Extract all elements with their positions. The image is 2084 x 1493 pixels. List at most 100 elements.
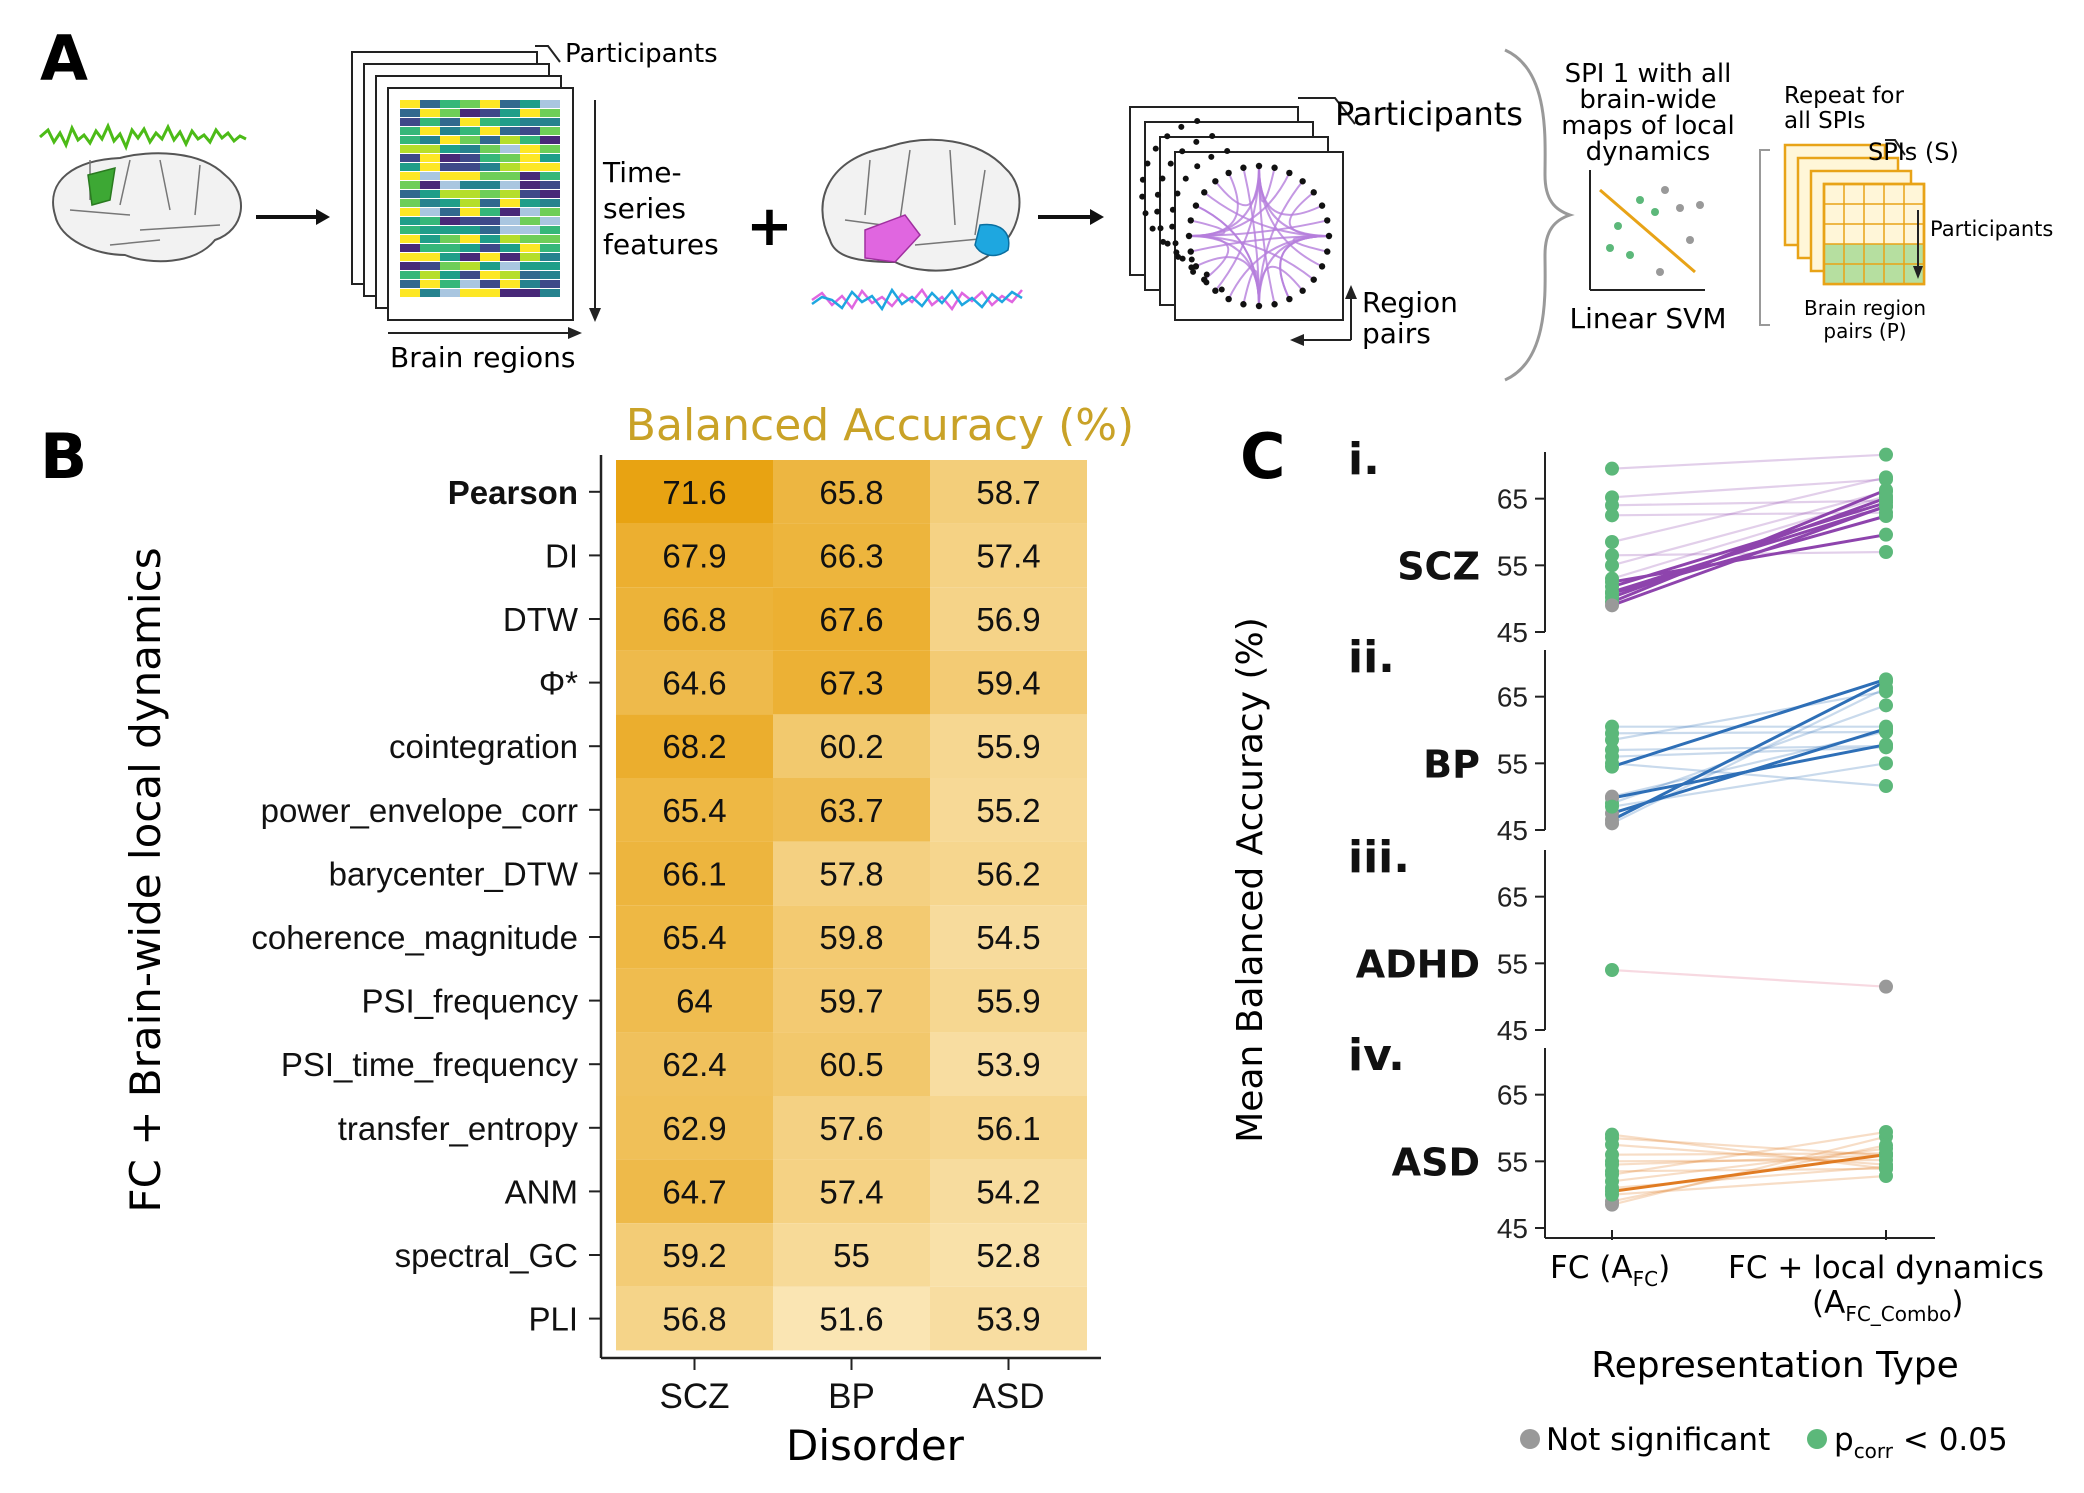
point-combo: [1879, 493, 1893, 508]
point-fc: [1605, 548, 1619, 563]
point-combo: [1879, 545, 1893, 559]
heatmap-cell-value: 67.9: [662, 537, 726, 574]
heatmap-cell-value: 60.5: [819, 1046, 883, 1083]
heatmap-cell: [930, 714, 1087, 778]
heatmap-row-label: PLI: [528, 1301, 578, 1338]
point-fc: [1605, 756, 1619, 771]
heatmap-cell-value: 67.6: [819, 601, 883, 638]
svm-label: Linear SVM: [1569, 302, 1726, 335]
y-tick-label: 65: [1497, 484, 1528, 515]
y-tick-label: 55: [1497, 748, 1528, 779]
heatmap-cell: [773, 587, 930, 651]
stack1-rows-label-3: features: [603, 228, 719, 261]
brain-icon-left: [39, 122, 247, 263]
heatmap-cell-value: 57.4: [976, 537, 1040, 574]
point-combo: [1879, 740, 1893, 755]
y-tick-label: 45: [1497, 815, 1528, 846]
heatmap-cell-value: 54.2: [976, 1173, 1040, 1210]
heatmap-cell-value: 57.4: [819, 1173, 883, 1210]
panel-c: C Mean Balanced Accuracy (%) i. SCZ 65 55 45…: [1230, 420, 2044, 1463]
heatmap-cell: [773, 968, 930, 1033]
point-fc: [1605, 789, 1619, 804]
heatmap-cell-value: 59.4: [976, 665, 1040, 702]
heatmap-cell: [616, 714, 773, 778]
heatmap-column-label: BP: [828, 1377, 875, 1416]
heatmap-cell-value: 67.3: [819, 665, 883, 702]
heatmap-cell: [773, 650, 930, 715]
heatmap-cell-value: 52.8: [976, 1237, 1040, 1274]
heatmap-cell-value: 53.9: [976, 1046, 1040, 1083]
paired-line: [1611, 490, 1887, 567]
heatmap-ylabel: FC + Brain-wide local dynamics: [121, 547, 170, 1212]
point-fc: [1605, 558, 1619, 573]
point-combo: [1879, 756, 1893, 771]
heatmap-cell-value: 59.8: [819, 919, 883, 956]
subpanel-scz: i. SCZ 65 55 45: [1348, 434, 1893, 648]
heatmap-cell-value: 56.9: [976, 601, 1040, 638]
point-fc: [1605, 1127, 1619, 1142]
heatmap-row-label: power_envelope_corr: [261, 792, 578, 829]
point-fc: [1605, 816, 1619, 831]
y-tick-label: 55: [1497, 1146, 1528, 1177]
heatmap-cell-value: 65.8: [819, 474, 883, 511]
heatmap-cell: [773, 714, 930, 778]
subpanel-adhd: iii. ADHD 65 55 45: [1348, 832, 1893, 1046]
point-fc: [1605, 1164, 1619, 1179]
paired-line: [1611, 1153, 1887, 1193]
subpanel-numeral: iii.: [1348, 832, 1410, 883]
x-tick-combo-line1: FC + local dynamics: [1728, 1250, 2044, 1286]
subpanel-numeral: iv.: [1348, 1030, 1405, 1081]
heatmap-cell: [930, 905, 1087, 969]
subpanel-disorder-label: ASD: [1392, 1140, 1480, 1184]
point-fc: [1605, 719, 1619, 734]
paired-line: [1611, 743, 1887, 800]
paired-line: [1611, 1147, 1887, 1183]
point-fc: [1605, 490, 1619, 505]
point-combo: [1879, 447, 1893, 462]
heatmap-cell: [773, 1032, 930, 1096]
heatmap-cell: [616, 523, 773, 588]
heatmap-row-label: coherence_magnitude: [251, 919, 578, 956]
paired-line: [1611, 1135, 1887, 1206]
heatmap-cell-value: 66.3: [819, 537, 883, 574]
heatmap-cell: [616, 460, 773, 524]
paired-line: [1611, 1130, 1887, 1176]
lines-ylabel: Mean Balanced Accuracy (%): [1230, 617, 1271, 1143]
heatmap-cell: [616, 905, 773, 969]
point-fc: [1605, 799, 1619, 814]
region-pair-circle: [1139, 117, 1333, 310]
heatmap-cell-value: 59.7: [819, 983, 883, 1020]
heatmap-cell-value: 64: [676, 983, 713, 1020]
panel-b-letter: B: [40, 420, 87, 493]
brace: [1504, 48, 1575, 382]
point-combo: [1879, 472, 1893, 487]
x-tick-combo-line2: (AFC_Combo): [1812, 1285, 1964, 1326]
paired-line: [1611, 744, 1887, 752]
stack2-pairs-label-1: Region: [1362, 286, 1458, 319]
heatmap-row-labels: Pearson DI DTW Φ* cointegration power_envelop…: [251, 474, 601, 1338]
heatmap-cell-value: 62.4: [662, 1046, 726, 1083]
heatmap-cell: [930, 1096, 1087, 1160]
heatmap-cell: [930, 587, 1087, 651]
heatmap-cell: [773, 1159, 930, 1224]
paired-line: [1611, 453, 1887, 470]
y-tick-label: 45: [1497, 1213, 1528, 1244]
point-fc: [1605, 598, 1619, 613]
panel-c-letter: C: [1240, 420, 1286, 493]
connectivity-stack: Participants Region pairs: [1129, 95, 1523, 350]
y-tick-label: 55: [1497, 948, 1528, 979]
point-combo: [1879, 979, 1893, 994]
heatmap-cell-value: 57.6: [819, 1110, 883, 1147]
brain-icon-middle: [811, 138, 1023, 312]
stack1-cols-label: Brain regions: [390, 341, 575, 374]
heatmap-column-label: SCZ: [660, 1377, 730, 1416]
heatmap-row-label: cointegration: [389, 728, 578, 765]
paired-line: [1611, 1174, 1887, 1196]
paired-line: [1611, 533, 1887, 584]
heatmap-row-label: transfer_entropy: [338, 1110, 579, 1147]
heatmap-cell: [616, 968, 773, 1033]
paired-line: [1611, 478, 1887, 499]
panel-b: B Balanced Accuracy (%) FC + Brain-wide …: [40, 400, 1134, 1470]
paired-line: [1611, 679, 1887, 822]
panel-a: A Participants Time- series features: [39, 22, 2053, 382]
